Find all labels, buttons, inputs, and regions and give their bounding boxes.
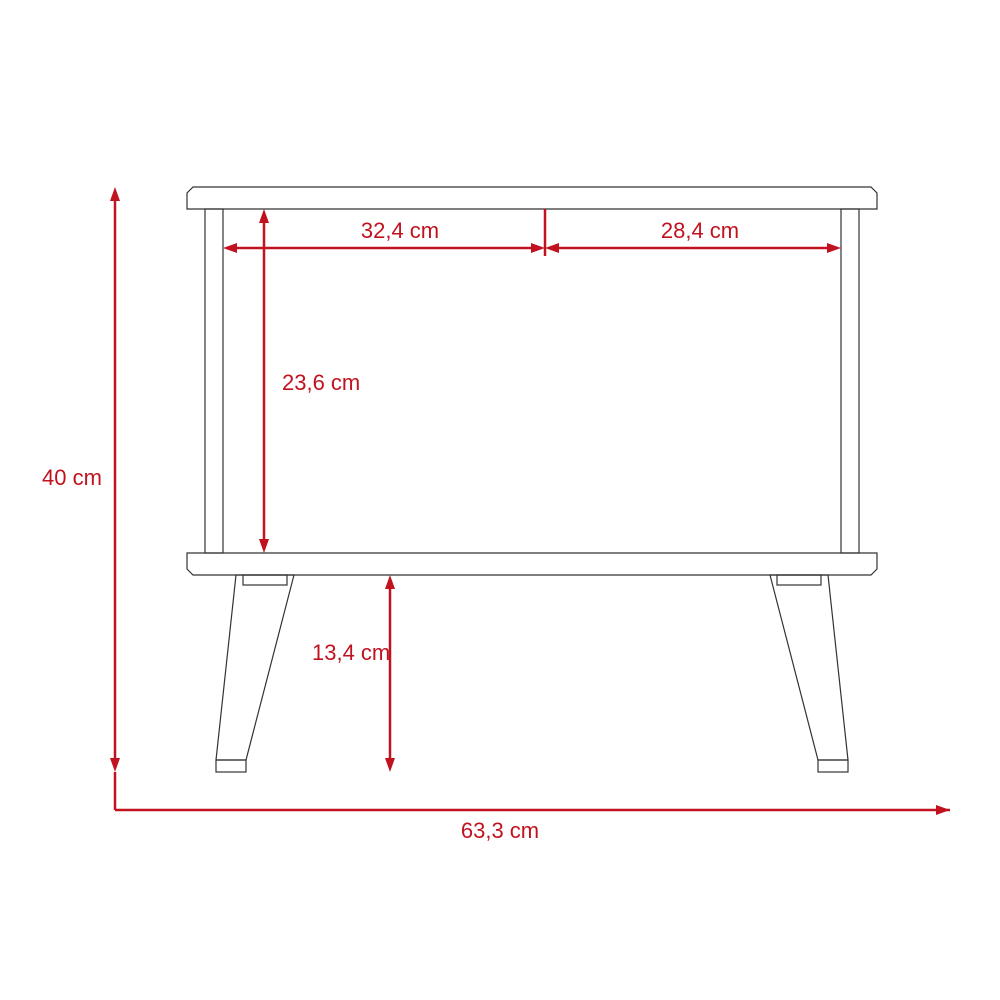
overall-height-label: 40 cm [42,465,102,490]
leg-height-label: 13,4 cm [312,640,390,665]
compartment2-width-label: 28,4 cm [661,218,739,243]
bottom-slab [187,553,877,575]
furniture-dimension-diagram: 40 cm 63,3 cm 32,4 cm 28,4 cm 23,6 cm 13,4 cm [0,0,1000,1000]
overall-width-label: 63,3 cm [461,818,539,843]
top-slab [187,187,877,209]
compartment1-width-label: 32,4 cm [361,218,439,243]
left-leg [216,575,294,760]
compartment-height-label: 23,6 cm [282,370,360,395]
right-leg [770,575,848,760]
